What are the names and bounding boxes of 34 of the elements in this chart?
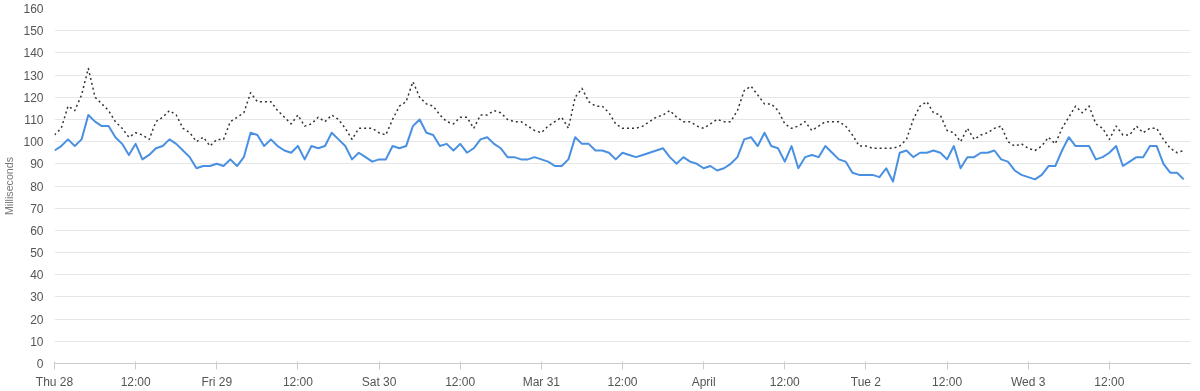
x-tick-label: Sat 30 bbox=[361, 374, 397, 389]
x-tick-label: 12:00 bbox=[607, 374, 638, 389]
line-series bbox=[54, 114, 1185, 183]
x-tick-label: 12:00 bbox=[932, 374, 963, 389]
y-axis-title: Milliseconds bbox=[3, 156, 16, 216]
line-series bbox=[54, 67, 1185, 154]
y-tick-label: 110 bbox=[24, 112, 44, 127]
y-tick-label: 160 bbox=[23, 2, 44, 16]
x-tick-label: Tue 2 bbox=[850, 374, 882, 389]
y-tick-label: 140 bbox=[23, 46, 44, 61]
y-tick-label: 40 bbox=[30, 268, 44, 283]
y-tick-label: 120 bbox=[23, 90, 44, 105]
x-tick-label: April bbox=[691, 374, 716, 389]
y-tick-label: 90 bbox=[30, 157, 44, 172]
y-tick-label: 0 bbox=[36, 357, 44, 371]
y-tick-label: 20 bbox=[30, 312, 44, 327]
x-tick-label: Fri 29 bbox=[201, 374, 233, 389]
y-tick-label: 70 bbox=[30, 201, 44, 216]
x-tick-label: 12:00 bbox=[769, 374, 801, 389]
y-tick-label: 30 bbox=[30, 290, 44, 305]
x-tick-label: Thu 28 bbox=[35, 374, 74, 389]
x-tick-label: 12:00 bbox=[120, 374, 151, 389]
y-tick-label: 60 bbox=[30, 223, 44, 238]
y-tick-label: 80 bbox=[30, 179, 44, 194]
x-tick-label: 12:00 bbox=[1094, 374, 1125, 389]
y-tick-label: 130 bbox=[23, 68, 44, 83]
y-tick-label: 100 bbox=[23, 135, 44, 150]
y-tick-label: 150 bbox=[23, 24, 44, 39]
y-tick-label: 50 bbox=[30, 246, 44, 261]
x-tick-label: 12:00 bbox=[282, 374, 314, 389]
y-tick-label: 10 bbox=[30, 334, 44, 349]
x-tick-label: Wed 3 bbox=[1010, 374, 1046, 389]
x-tick-label: Mar 31 bbox=[522, 374, 561, 389]
x-tick-label: 12:00 bbox=[445, 374, 476, 389]
